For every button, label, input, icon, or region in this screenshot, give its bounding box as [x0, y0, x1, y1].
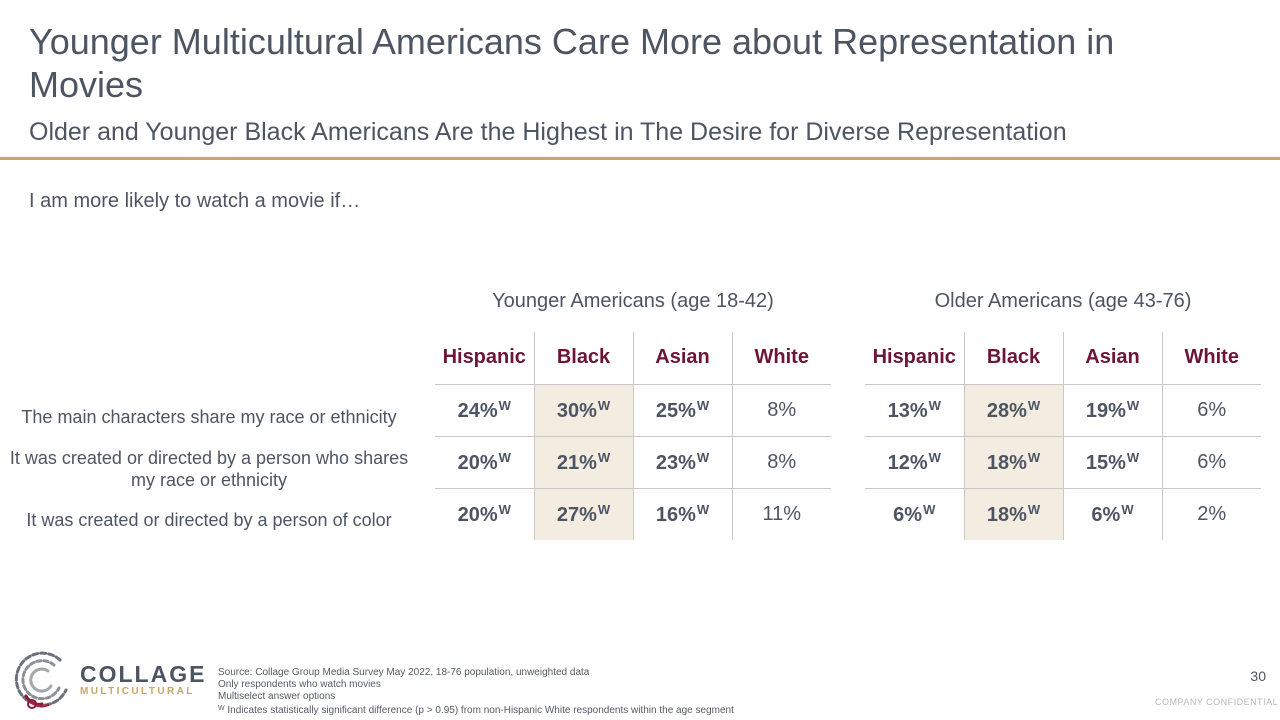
table-cell: 12%W	[865, 436, 964, 489]
table-cell: 23%W	[632, 436, 732, 489]
col-header-asian: Asian	[1062, 332, 1162, 385]
table-cell: 16%W	[632, 488, 732, 540]
table-row: 24%W 30%W 25%W 8%	[435, 384, 831, 437]
collage-logo-icon	[14, 651, 68, 709]
table-cell: 28%W	[963, 384, 1063, 437]
table-cell: 8%	[731, 384, 831, 437]
footnote-multiselect: Multiselect answer options	[218, 691, 336, 702]
page-subtitle: Older and Younger Black Americans Are th…	[29, 118, 1067, 146]
table-cell: 20%W	[457, 501, 511, 526]
row-label-main-characters: The main characters share my race or eth…	[21, 407, 397, 427]
table-cell: 2%	[1161, 488, 1261, 540]
row-label-created-by-person-of-color: It was created or directed by a person o…	[26, 510, 392, 530]
footnote-significance: W Indicates statistically significant di…	[218, 705, 734, 716]
col-header-asian: Asian	[632, 332, 732, 385]
table-row: 6%W 18%W 6%W 2%	[865, 488, 1261, 540]
col-header-black: Black	[533, 332, 633, 385]
table-cell: 25%W	[632, 384, 732, 437]
title-divider	[0, 157, 1280, 160]
table-row: 20%W 21%W 23%W 8%	[435, 436, 831, 489]
younger-group-title: Younger Americans (age 18-42)	[492, 290, 774, 312]
table-cell: 19%W	[1062, 384, 1162, 437]
table-cell: 21%W	[533, 436, 633, 489]
col-header-white: White	[1161, 332, 1261, 385]
table-cell: 20%W	[435, 436, 534, 489]
col-header-hispanic: Hispanic	[865, 332, 964, 385]
table-cell: 18%W	[963, 436, 1063, 489]
page-number: 30	[1250, 668, 1266, 684]
logo-wordmark: COLLAGE	[80, 661, 207, 687]
col-header-white: White	[731, 332, 831, 385]
footnote-source: Source: Collage Group Media Survey May 2…	[218, 667, 590, 678]
table-cell: 30%W	[533, 384, 633, 437]
table-row: 13%W 28%W 19%W 6%	[865, 384, 1261, 437]
younger-americans-table: Hispanic Black Asian White 24%W 30%W 25%…	[435, 332, 831, 540]
table-cell: 6%	[1161, 384, 1261, 437]
row-label-created-by-same-race: It was created or directed by a person w…	[9, 448, 409, 490]
table-cell: 6%W	[1062, 488, 1162, 540]
logo-tagline: MULTICULTURAL	[80, 686, 195, 697]
table-row: 12%W 18%W 15%W 6%	[865, 436, 1261, 489]
table-row: 20%W 27%W 16%W 11%	[435, 488, 831, 540]
table-cell: 27%W	[533, 488, 633, 540]
table-cell: 11%	[731, 488, 831, 540]
footnotes: Source: Collage Group Media Survey May 2…	[218, 667, 734, 717]
table-cell: 6%	[1161, 436, 1261, 489]
table-cell: 18%W	[963, 488, 1063, 540]
older-group-title: Older Americans (age 43-76)	[934, 290, 1192, 312]
older-americans-table: Hispanic Black Asian White 13%W 28%W 19%…	[865, 332, 1261, 540]
col-header-black: Black	[963, 332, 1063, 385]
table-cell: 15%W	[1062, 436, 1162, 489]
table-cell: 8%	[731, 436, 831, 489]
table-cell: 6%W	[893, 501, 936, 526]
page-title: Younger Multicultural Americans Care Mor…	[29, 21, 1115, 105]
table-cell: 24%W	[435, 384, 534, 437]
col-header-hispanic: Hispanic	[435, 332, 534, 385]
footnote-respondents: Only respondents who watch movies	[218, 679, 381, 690]
table-cell: 13%W	[865, 384, 964, 437]
confidential-label: COMPANY CONFIDENTIAL	[1155, 697, 1279, 707]
question-prompt: I am more likely to watch a movie if…	[29, 190, 361, 212]
